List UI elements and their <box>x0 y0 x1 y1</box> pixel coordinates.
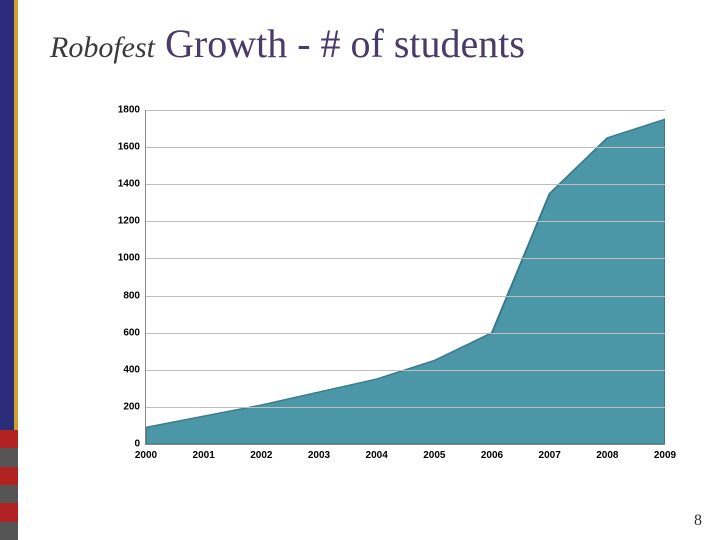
title-brand: Robofest <box>50 31 155 64</box>
title-rest: Growth - # of students <box>155 21 525 66</box>
grid-line <box>146 370 665 371</box>
logo-seg <box>0 485 18 503</box>
y-tick-label: 1400 <box>118 179 146 190</box>
y-tick-label: 400 <box>123 364 146 375</box>
y-tick-label: 1800 <box>118 105 146 116</box>
y-tick-label: 1600 <box>118 142 146 153</box>
x-tick-label: 2007 <box>539 444 561 461</box>
x-tick-label: 2003 <box>308 444 330 461</box>
x-tick-label: 2009 <box>654 444 676 461</box>
logo-seg <box>0 430 18 448</box>
logo-seg <box>0 467 18 485</box>
grid-line <box>146 258 665 259</box>
grid-line <box>146 296 665 297</box>
logo-block <box>0 430 18 540</box>
y-tick-label: 200 <box>123 401 146 412</box>
grid-line <box>146 333 665 334</box>
grid-line <box>146 147 665 148</box>
grid-line <box>146 407 665 408</box>
grid-line <box>146 221 665 222</box>
y-tick-label: 1000 <box>118 253 146 264</box>
logo-seg <box>0 522 18 540</box>
page-title: Robofest Growth - # of students <box>50 20 525 67</box>
x-tick-label: 2001 <box>193 444 215 461</box>
y-tick-label: 800 <box>123 290 146 301</box>
x-tick-label: 2008 <box>596 444 618 461</box>
area-series <box>146 119 665 444</box>
y-tick-label: 600 <box>123 327 146 338</box>
grid-line <box>146 184 665 185</box>
logo-seg <box>0 448 18 466</box>
logo-seg <box>0 503 18 521</box>
area-svg <box>146 110 665 444</box>
grid-line <box>146 110 665 111</box>
plot-area: 0200400600800100012001400160018002000200… <box>145 110 665 445</box>
x-tick-label: 2006 <box>481 444 503 461</box>
x-tick-label: 2005 <box>423 444 445 461</box>
x-tick-label: 2004 <box>366 444 388 461</box>
page-number: 8 <box>694 512 702 530</box>
chart-container: 0200400600800100012001400160018002000200… <box>105 110 665 470</box>
x-tick-label: 2000 <box>135 444 157 461</box>
x-tick-label: 2002 <box>250 444 272 461</box>
y-tick-label: 1200 <box>118 216 146 227</box>
